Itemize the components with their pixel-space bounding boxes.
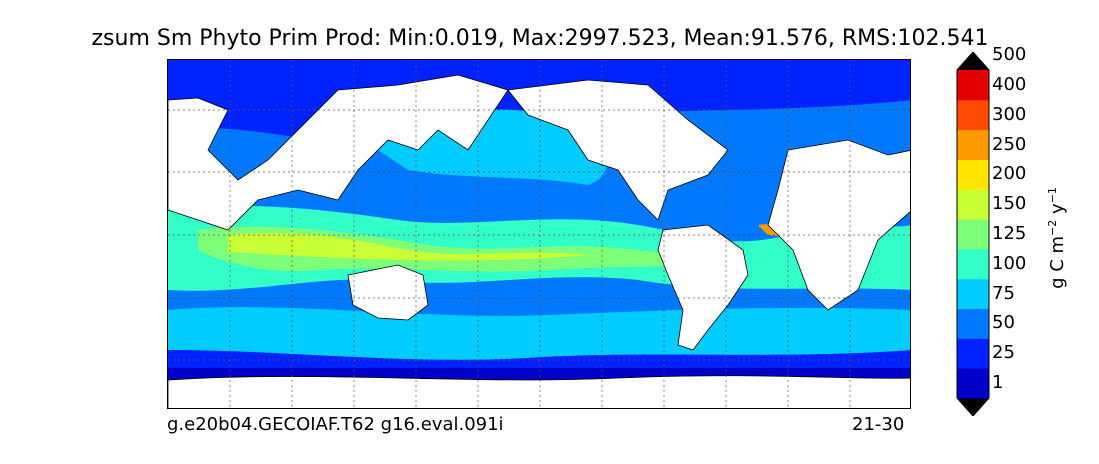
south-america [657,224,749,351]
colorbar-segment [957,159,989,190]
colorbar-extend-max [957,52,989,70]
colorbar-units: g C m−2 y−1 [1046,187,1068,289]
colorbar-segment [957,189,989,220]
band-southern-mid [168,307,910,360]
colorbar-tick-label: 200 [992,163,1027,185]
colorbar-segment [957,308,989,339]
colorbar-tick-label: 500 [992,44,1027,66]
map-canvas [168,60,910,408]
ocean-productivity-map [167,59,911,409]
colorbar-segment [957,70,989,101]
colorbar-tick-label: 1 [992,372,1004,394]
graticule [168,60,910,408]
colorbar-tick-label: 400 [992,73,1027,95]
colorbar [956,52,990,416]
colorbar-segment [957,129,989,160]
colorbar-tick-label: 150 [992,193,1027,215]
colorbar-tick-label: 125 [992,223,1027,244]
colorbar-segment [957,338,989,369]
colorbar-segment [957,219,989,250]
colorbar-tick-label: 25 [992,342,1015,364]
north-america [507,79,729,221]
year-range: 21-30 [852,414,905,435]
africa [767,139,910,311]
colorbar-tick-label: 75 [992,282,1015,304]
case-name: g.e20b04.GECOIAF.T62 g16.eval.091i [167,414,504,435]
landmasses [168,74,910,408]
colorbar-segment [957,248,989,280]
colorbar-outline [956,52,990,416]
colorbar-extend-min [957,398,989,416]
band-equatorial [198,226,768,272]
colorbar-tick-label: 50 [992,312,1015,334]
colorbar-labels: 1 25 50 75 100 125 150 200 250 300 400 500 [990,46,1050,416]
colorbar-tick-label: 300 [992,103,1027,125]
band-equatorial-peak [228,232,588,261]
colorbar-tick-label: 100 [992,252,1027,274]
colorbar-segment [957,368,989,399]
colorbar-tick-label: 250 [992,133,1027,155]
antarctica [168,375,910,408]
australia [347,264,429,321]
colorbar-segment [957,278,989,310]
colorbar-segment [957,99,989,131]
map-title: zsum Sm Phyto Prim Prod: Min:0.019, Max:… [91,26,989,51]
